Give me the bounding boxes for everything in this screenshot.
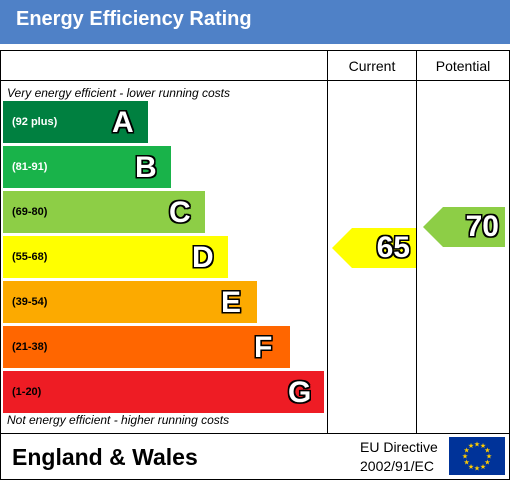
eu-directive-label: EU Directive 2002/91/EC [360, 438, 438, 476]
current-rating-value: 65 [376, 231, 410, 264]
band-b: (81-91) B [3, 146, 171, 188]
band-g-range: (1-20) [12, 386, 42, 398]
band-e: (39-54) E [3, 281, 257, 323]
column-divider-potential [416, 50, 417, 434]
column-divider-current [327, 50, 328, 434]
band-f-range: (21-38) [12, 341, 48, 353]
eu-star-icon: ★ [484, 459, 490, 467]
eu-star-icon: ★ [462, 453, 468, 461]
current-rating-arrow: 65 [332, 228, 416, 268]
band-c-letter: C [169, 196, 191, 229]
band-g-letter: G [288, 376, 312, 409]
column-header-divider [0, 80, 510, 81]
footer-region: England & Wales [12, 444, 198, 470]
eu-star-icon: ★ [468, 463, 474, 471]
band-a-range: (92 plus) [12, 116, 58, 128]
eu-star-icon: ★ [463, 459, 469, 467]
band-c: (69-80) C [3, 191, 205, 233]
band-f: (21-38) F [3, 326, 290, 368]
column-header-current: Current [348, 58, 396, 74]
page-title: Energy Efficiency Rating [16, 8, 252, 30]
eu-star-icon: ★ [480, 442, 486, 450]
note-top: Very energy efficient - lower running co… [7, 86, 230, 100]
band-a-letter: A [112, 106, 134, 139]
band-b-range: (81-91) [12, 161, 48, 173]
eu-star-icon: ★ [480, 463, 486, 471]
eu-star-icon: ★ [463, 447, 469, 455]
potential-arrow-shape [423, 207, 505, 247]
band-g: (1-20) G [3, 371, 324, 413]
band-e-range: (39-54) [12, 296, 48, 308]
band-a: (92 plus) A [3, 101, 148, 143]
band-f-letter: F [254, 331, 273, 364]
eu-directive-line1: EU Directive [360, 439, 438, 455]
footer-divider [0, 433, 510, 434]
eu-flag-icon: ★ ★ ★ ★ ★ ★ ★ ★ ★ ★ ★ ★ [449, 437, 505, 475]
eu-star-icon: ★ [468, 442, 474, 450]
band-d-letter: D [192, 241, 214, 274]
note-bottom: Not energy efficient - higher running co… [7, 413, 230, 427]
band-d: (55-68) D [3, 236, 228, 278]
potential-rating-value: 70 [465, 210, 499, 243]
eu-star-icon: ★ [484, 447, 490, 455]
column-header-potential: Potential [435, 58, 491, 74]
band-b-letter: B [135, 151, 157, 184]
potential-rating-arrow: 70 [423, 207, 505, 247]
band-d-range: (55-68) [12, 251, 48, 263]
band-c-range: (69-80) [12, 206, 48, 218]
current-arrow-shape [332, 228, 416, 268]
eu-star-icon: ★ [474, 441, 480, 449]
header-bar: Energy Efficiency Rating [0, 0, 510, 44]
eu-star-icon: ★ [486, 453, 492, 461]
eu-stars: ★ ★★★★★★★★★★★ [462, 441, 492, 473]
eu-directive-line2: 2002/91/EC [360, 458, 434, 474]
band-e-letter: E [221, 286, 242, 319]
eu-star-icon: ★ [474, 465, 480, 473]
